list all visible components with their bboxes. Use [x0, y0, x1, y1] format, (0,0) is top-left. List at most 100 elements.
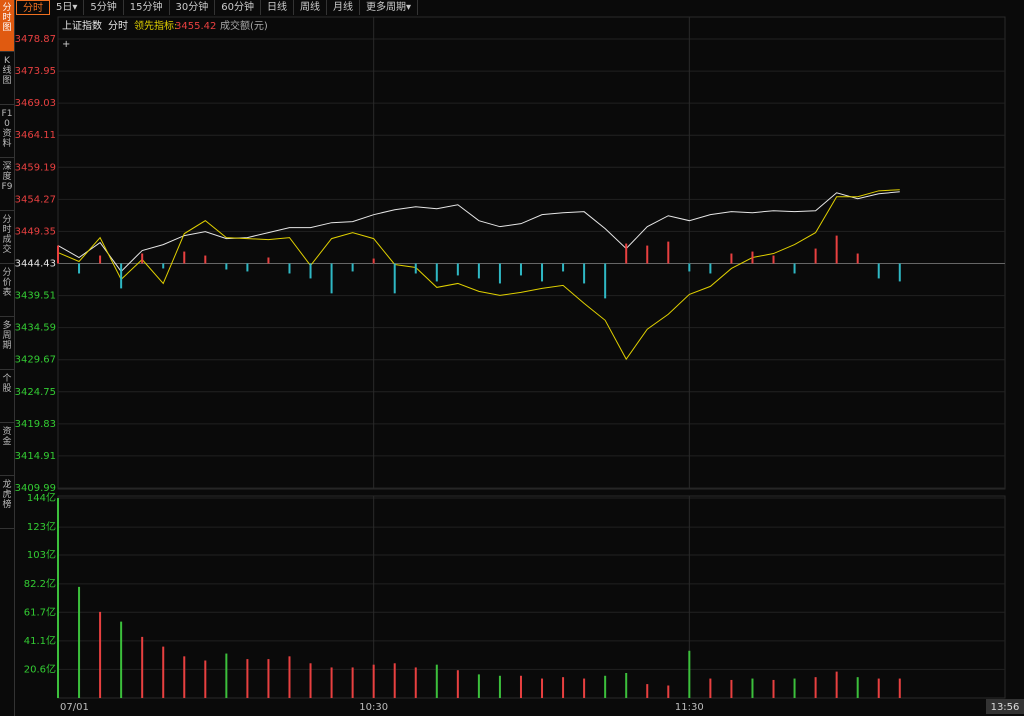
indicator-bar — [435, 263, 438, 282]
volume-bar — [730, 679, 733, 698]
indicator-bar — [604, 263, 607, 299]
sidebar: 分时图 K线图 F10资料 深度F9 分时成交 分价表 多周期 个股 资金 龙虎榜 — [0, 0, 15, 716]
y-tick-label: 103亿 — [27, 548, 56, 561]
volume-bar — [898, 678, 901, 698]
period-tab[interactable]: 5分钟 — [84, 0, 124, 15]
volume-bar — [414, 667, 417, 698]
indicator-bar — [709, 263, 712, 274]
volume-bar — [78, 586, 81, 698]
period-label: 分时 — [108, 20, 128, 32]
volume-bar — [141, 636, 144, 698]
indicator-bar — [309, 263, 312, 279]
volume-bar — [225, 653, 228, 698]
crosshair: + — [62, 39, 70, 50]
side-tab[interactable]: 分时图 — [0, 0, 14, 52]
volume-bar — [477, 674, 480, 698]
volume-bar — [856, 677, 859, 698]
y-tick-label: 3478.87 — [15, 34, 56, 45]
y-tick-label: 20.6亿 — [24, 662, 56, 675]
indicator-bar — [519, 263, 522, 276]
period-tab[interactable]: 60分钟 — [215, 0, 261, 15]
period-tab[interactable]: 周线 — [294, 0, 327, 15]
x-tick-label: 07/01 — [60, 702, 89, 713]
y-tick-label: 3409.99 — [15, 483, 56, 494]
indicator-bar — [57, 245, 59, 264]
side-tab[interactable]: 深度F9 — [0, 159, 14, 211]
volume-bar — [835, 671, 838, 698]
volume-bar — [57, 498, 59, 698]
indicator-bar — [267, 257, 270, 264]
volume-bar — [120, 621, 123, 698]
volume-bar — [204, 660, 207, 698]
index-name: 上证指数 — [62, 19, 102, 32]
period-tab[interactable]: 月线 — [327, 0, 360, 15]
y-tick-label: 144亿 — [27, 491, 56, 504]
indicator-bar — [856, 253, 859, 264]
indicator-bar — [793, 263, 796, 274]
side-tab[interactable]: 龙虎榜 — [0, 477, 14, 529]
indicator-bar — [183, 251, 186, 264]
side-tab[interactable]: 多周期 — [0, 318, 14, 370]
volume-bar — [709, 678, 712, 698]
volume-bar — [393, 663, 396, 698]
y-tick-label: 3414.91 — [15, 451, 56, 462]
y-tick-label: 3473.95 — [15, 66, 56, 77]
side-tab[interactable]: K线图 — [0, 53, 14, 105]
y-tick-label: 41.1亿 — [24, 634, 56, 647]
indicator-bar — [477, 263, 480, 279]
volume-bar — [646, 684, 649, 698]
volume-bar — [99, 611, 102, 698]
readout-value: 3455.42 — [175, 21, 216, 32]
period-tab[interactable]: 5日▾ — [50, 0, 85, 15]
side-tab[interactable]: F10资料 — [0, 106, 14, 158]
indicator-bar — [583, 263, 586, 284]
indicator-bar — [372, 258, 375, 264]
y-tick-label: 3459.19 — [15, 162, 56, 173]
y-tick-label: 3439.51 — [15, 291, 56, 302]
indicator-bar — [204, 255, 207, 264]
y-tick-label: 3419.83 — [15, 419, 56, 430]
price-line — [57, 189, 900, 361]
indicator-bar — [730, 253, 733, 264]
indicator-bar — [393, 263, 396, 294]
volume-bar — [688, 650, 691, 698]
period-tab[interactable]: 日线 — [261, 0, 294, 15]
volume-bar — [519, 675, 522, 698]
volume-bar — [372, 664, 375, 698]
volume-bar — [162, 646, 165, 698]
indicator-bar — [498, 263, 501, 284]
volume-bar — [183, 656, 186, 698]
side-tab[interactable]: 个股 — [0, 371, 14, 423]
period-tab[interactable]: 更多周期▾ — [360, 0, 418, 15]
side-tab[interactable]: 分价表 — [0, 265, 14, 317]
indicator-bar — [351, 263, 354, 272]
indicator-bar — [541, 263, 544, 282]
indicator-bar — [667, 241, 670, 264]
period-tab[interactable]: 分时 — [16, 0, 50, 15]
period-tab[interactable]: 15分钟 — [124, 0, 170, 15]
indicator-bar — [562, 263, 565, 272]
indicator-bar — [141, 253, 144, 264]
side-tab[interactable]: 分时成交 — [0, 212, 14, 264]
readout-label: 领先指标: — [134, 19, 177, 32]
side-tab[interactable]: 资金 — [0, 424, 14, 476]
volume-bar — [456, 670, 459, 698]
x-tick-label: 11:30 — [675, 702, 704, 713]
indicator-bar — [246, 263, 249, 272]
indicator-bar — [814, 248, 817, 264]
indicator-bar — [751, 251, 754, 264]
volume-bar — [814, 677, 817, 698]
price-line — [57, 191, 900, 273]
cursor-time-box — [986, 699, 1024, 714]
indicator-bar — [99, 255, 102, 264]
toolbar: 分时 5日▾ 5分钟 15分钟 30分钟 60分钟 日线 周线 月线 更多周期▾ — [16, 0, 418, 15]
y-tick-label: 61.7亿 — [24, 605, 56, 618]
volume-bar — [435, 664, 438, 698]
volume-bar — [877, 678, 880, 698]
indicator-bar — [772, 255, 775, 264]
period-tab[interactable]: 30分钟 — [170, 0, 216, 15]
indicator-bar — [225, 263, 228, 270]
volume-bar — [309, 663, 312, 698]
indicator-bar — [835, 235, 838, 264]
volume-bar — [330, 667, 333, 698]
